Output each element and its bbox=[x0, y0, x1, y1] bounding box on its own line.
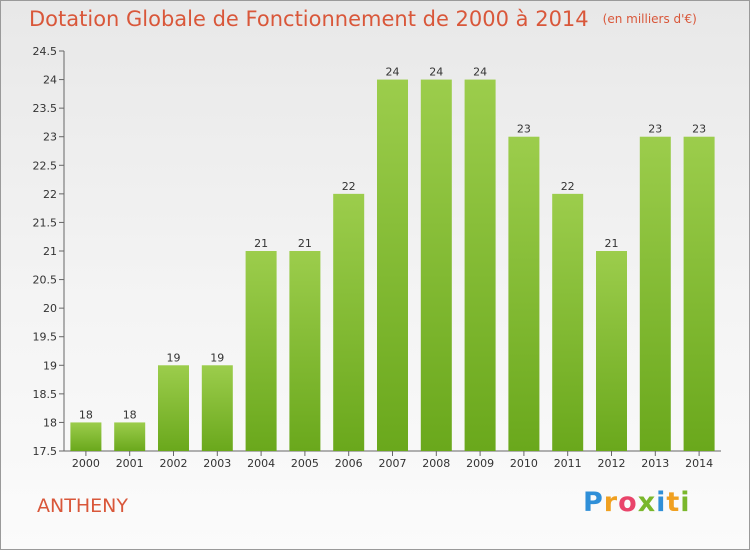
commune-name: ANTHENY bbox=[37, 495, 128, 517]
bar bbox=[552, 193, 584, 451]
bar bbox=[683, 136, 715, 451]
y-tick-label: 20 bbox=[43, 302, 57, 315]
data-label: 18 bbox=[79, 408, 93, 421]
y-tick-label: 19 bbox=[43, 359, 57, 372]
y-tick-label: 18 bbox=[43, 416, 57, 429]
data-label: 23 bbox=[648, 123, 662, 136]
bar bbox=[201, 365, 233, 451]
data-label: 24 bbox=[473, 66, 487, 79]
x-tick-label: 2002 bbox=[160, 457, 188, 470]
proxiti-logo: Proxiti bbox=[583, 487, 691, 518]
bar bbox=[289, 251, 321, 451]
y-tick-label: 22 bbox=[43, 188, 57, 201]
bar bbox=[596, 251, 627, 451]
x-tick-label: 2012 bbox=[598, 457, 626, 470]
x-tick-label: 2001 bbox=[116, 457, 144, 470]
bar bbox=[420, 79, 452, 452]
y-tick-label: 18.5 bbox=[33, 388, 58, 401]
x-tick-label: 2010 bbox=[510, 457, 538, 470]
y-tick-label: 24 bbox=[43, 74, 57, 87]
bar bbox=[245, 251, 277, 451]
y-tick-label: 24.5 bbox=[33, 45, 58, 58]
data-label: 24 bbox=[429, 66, 443, 79]
chart-title: Dotation Globale de Fonctionnement de 20… bbox=[29, 7, 589, 31]
y-tick-label: 20.5 bbox=[33, 274, 58, 287]
data-label: 21 bbox=[298, 237, 312, 250]
y-tick-label: 17.5 bbox=[33, 445, 58, 458]
bar bbox=[377, 79, 408, 452]
data-label: 23 bbox=[692, 123, 706, 136]
x-tick-label: 2003 bbox=[203, 457, 231, 470]
bar bbox=[158, 365, 189, 451]
data-label: 18 bbox=[123, 408, 137, 421]
x-tick-label: 2013 bbox=[641, 457, 669, 470]
data-label: 22 bbox=[342, 180, 356, 193]
x-tick-label: 2000 bbox=[72, 457, 100, 470]
y-tick-label: 21 bbox=[43, 245, 57, 258]
bar bbox=[464, 79, 496, 452]
x-tick-label: 2011 bbox=[554, 457, 582, 470]
data-label: 21 bbox=[605, 237, 619, 250]
bar bbox=[508, 136, 540, 451]
data-label: 19 bbox=[210, 351, 224, 364]
data-label: 22 bbox=[561, 180, 575, 193]
x-tick-label: 2007 bbox=[379, 457, 407, 470]
x-tick-label: 2005 bbox=[291, 457, 319, 470]
data-label: 23 bbox=[517, 123, 531, 136]
y-tick-label: 23.5 bbox=[33, 102, 58, 115]
y-tick-label: 23 bbox=[43, 131, 57, 144]
data-label: 24 bbox=[386, 66, 400, 79]
bar bbox=[639, 136, 671, 451]
y-tick-label: 19.5 bbox=[33, 331, 58, 344]
data-label: 21 bbox=[254, 237, 268, 250]
bar bbox=[114, 422, 146, 451]
x-tick-label: 2006 bbox=[335, 457, 363, 470]
plot-area: 17.5 18 18.5 19 19.5 20 20.5 21 21.5 22 22.5 23 23.5… bbox=[33, 45, 721, 470]
title-row: Dotation Globale de Fonctionnement de 20… bbox=[29, 7, 697, 31]
chart-subtitle: (en milliers d'€) bbox=[602, 12, 697, 26]
x-tick-label: 2008 bbox=[422, 457, 450, 470]
bar bbox=[70, 422, 102, 451]
y-tick-label: 22.5 bbox=[33, 159, 58, 172]
bar bbox=[333, 193, 365, 451]
x-tick-label: 2014 bbox=[685, 457, 713, 470]
y-tick-label: 21.5 bbox=[33, 216, 58, 229]
x-tick-label: 2004 bbox=[247, 457, 275, 470]
data-label: 19 bbox=[167, 351, 181, 364]
x-tick-label: 2009 bbox=[466, 457, 494, 470]
